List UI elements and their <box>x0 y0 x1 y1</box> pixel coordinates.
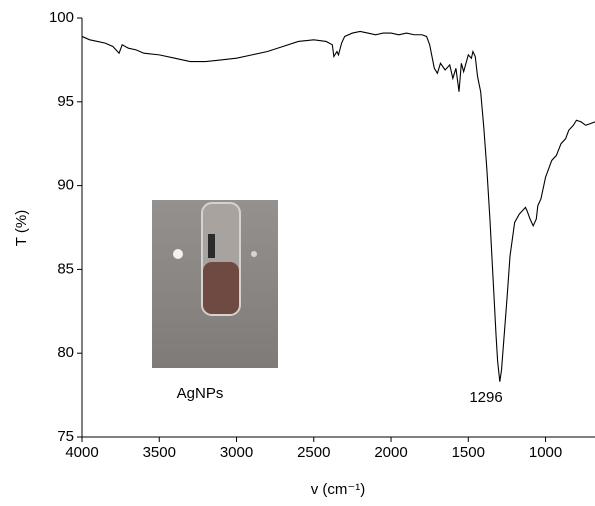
y-tick-label: 85 <box>57 260 74 277</box>
annotation: 1296 <box>469 389 502 406</box>
annotation: AgNPs <box>177 385 224 402</box>
x-tick-label: 2000 <box>374 444 407 461</box>
x-tick-label: 1000 <box>529 444 562 461</box>
x-axis-label: v (cm⁻¹) <box>311 481 366 498</box>
y-tick-label: 95 <box>57 93 74 110</box>
x-tick-label: 2500 <box>297 444 330 461</box>
y-tick-label: 90 <box>57 177 74 194</box>
x-tick-label: 4000 <box>65 444 98 461</box>
x-tick-label: 3500 <box>143 444 176 461</box>
y-tick-label: 100 <box>49 9 74 26</box>
x-tick-label: 3000 <box>220 444 253 461</box>
inset-photo <box>152 200 278 368</box>
y-axis-label: T (%) <box>13 210 30 246</box>
spectrum-line <box>81 30 595 382</box>
y-tick-label: 80 <box>57 344 74 361</box>
y-tick-label: 75 <box>57 428 74 445</box>
x-tick-label: 1500 <box>452 444 485 461</box>
